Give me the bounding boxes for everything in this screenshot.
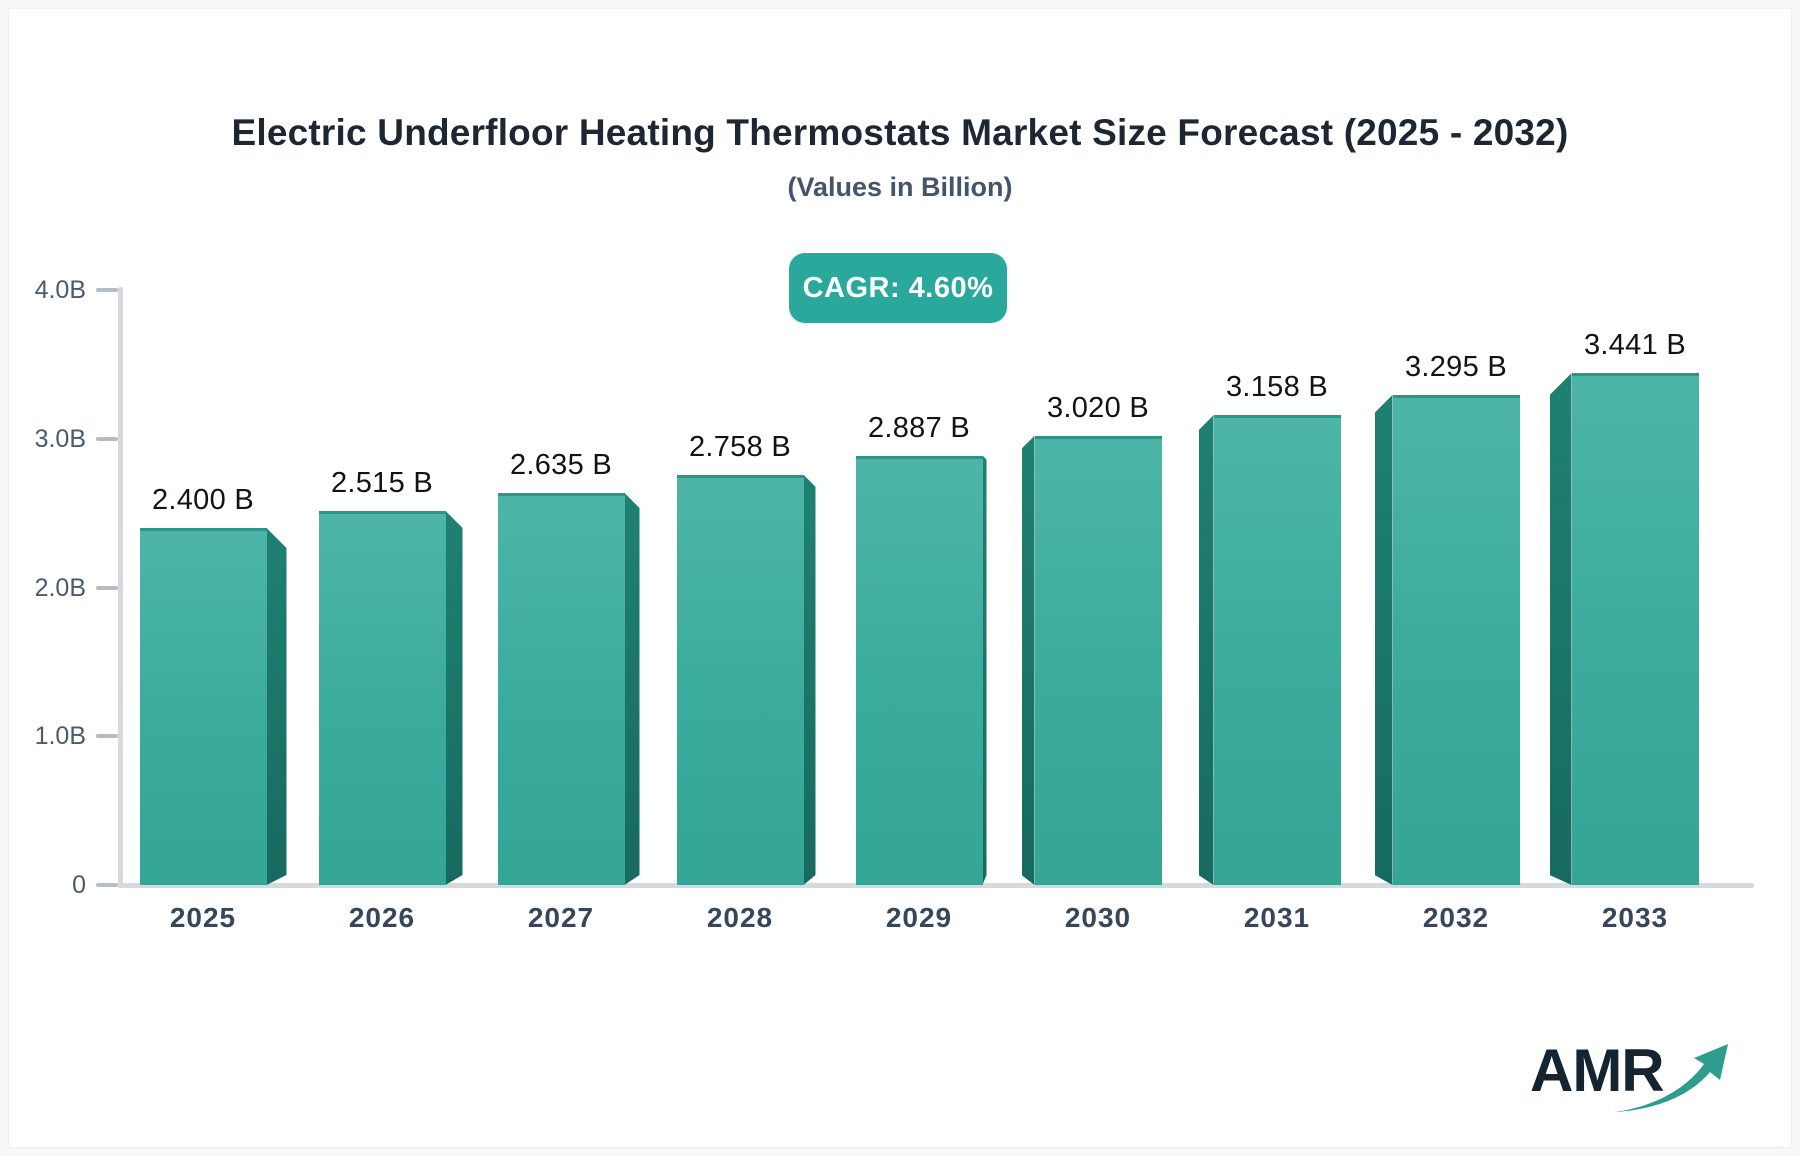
bar-value-label: 2.758 B	[688, 430, 792, 463]
chart-title: Electric Underfloor Heating Thermostats …	[231, 112, 1569, 153]
x-axis-label-2028: 2028	[706, 902, 774, 933]
y-axis-tick	[96, 883, 118, 887]
bar-3d-side	[1375, 395, 1393, 885]
bar-2027	[497, 493, 625, 885]
bar-3d-side	[804, 475, 816, 885]
bar-2031	[1213, 415, 1341, 885]
y-axis-tick	[96, 436, 118, 441]
bar-3d-side	[1550, 373, 1572, 885]
bar-2029	[855, 455, 983, 885]
y-axis-tick-label: 0	[72, 871, 86, 899]
y-axis-tick-label: 4.0B	[34, 276, 86, 304]
bar-2028	[676, 474, 804, 885]
cagr-badge: CAGR: 4.60%	[789, 253, 1007, 323]
bar-2033	[1571, 373, 1699, 885]
x-axis-label-2026: 2026	[348, 902, 416, 933]
y-axis-line	[118, 287, 123, 885]
bar-value-label: 3.158 B	[1225, 371, 1329, 404]
x-axis-label-2027: 2027	[527, 902, 595, 933]
bar-value-label: 3.441 B	[1583, 329, 1687, 362]
bar-3d-side	[1199, 415, 1214, 885]
bar-2026	[318, 510, 446, 885]
amr-logo: AMR	[1520, 1030, 1730, 1122]
x-axis-label-2031: 2031	[1243, 902, 1311, 933]
bar-2025	[139, 528, 267, 885]
bar-2032	[1392, 394, 1520, 885]
bar-value-label: 3.020 B	[1046, 391, 1150, 424]
growth-arrow-icon	[1614, 1044, 1728, 1112]
bar-3d-side	[1022, 436, 1035, 885]
bar-3d-side	[983, 456, 987, 885]
amr-logo-text: AMR	[1530, 1037, 1665, 1104]
y-axis-tick	[96, 734, 118, 739]
bar-3d-side	[267, 528, 287, 885]
y-axis-tick-label: 2.0B	[34, 573, 86, 602]
bar-value-label: 2.515 B	[330, 466, 434, 499]
y-axis-tick	[96, 288, 118, 292]
x-axis-line	[118, 883, 1754, 888]
bar-3d-side	[446, 511, 463, 885]
bar-value-label: 2.887 B	[867, 411, 971, 444]
bar-value-label: 2.400 B	[151, 484, 255, 516]
x-axis-label-2033: 2033	[1601, 902, 1669, 933]
x-axis-label-2030: 2030	[1064, 902, 1132, 933]
bar-value-label: 2.635 B	[509, 449, 613, 482]
chart-subtitle: (Values in Billion)	[787, 172, 1013, 202]
x-axis-label-2025: 2025	[169, 902, 237, 933]
bar-3d-side	[625, 493, 640, 885]
y-axis-tick-label: 3.0B	[34, 424, 86, 453]
bar-2030	[1034, 435, 1162, 885]
x-axis-label-2032: 2032	[1422, 902, 1490, 933]
bar-value-label: 3.295 B	[1404, 350, 1508, 383]
y-axis-tick-label: 1.0B	[34, 722, 86, 751]
y-axis-tick	[96, 585, 118, 590]
x-axis-label-2029: 2029	[885, 902, 953, 933]
